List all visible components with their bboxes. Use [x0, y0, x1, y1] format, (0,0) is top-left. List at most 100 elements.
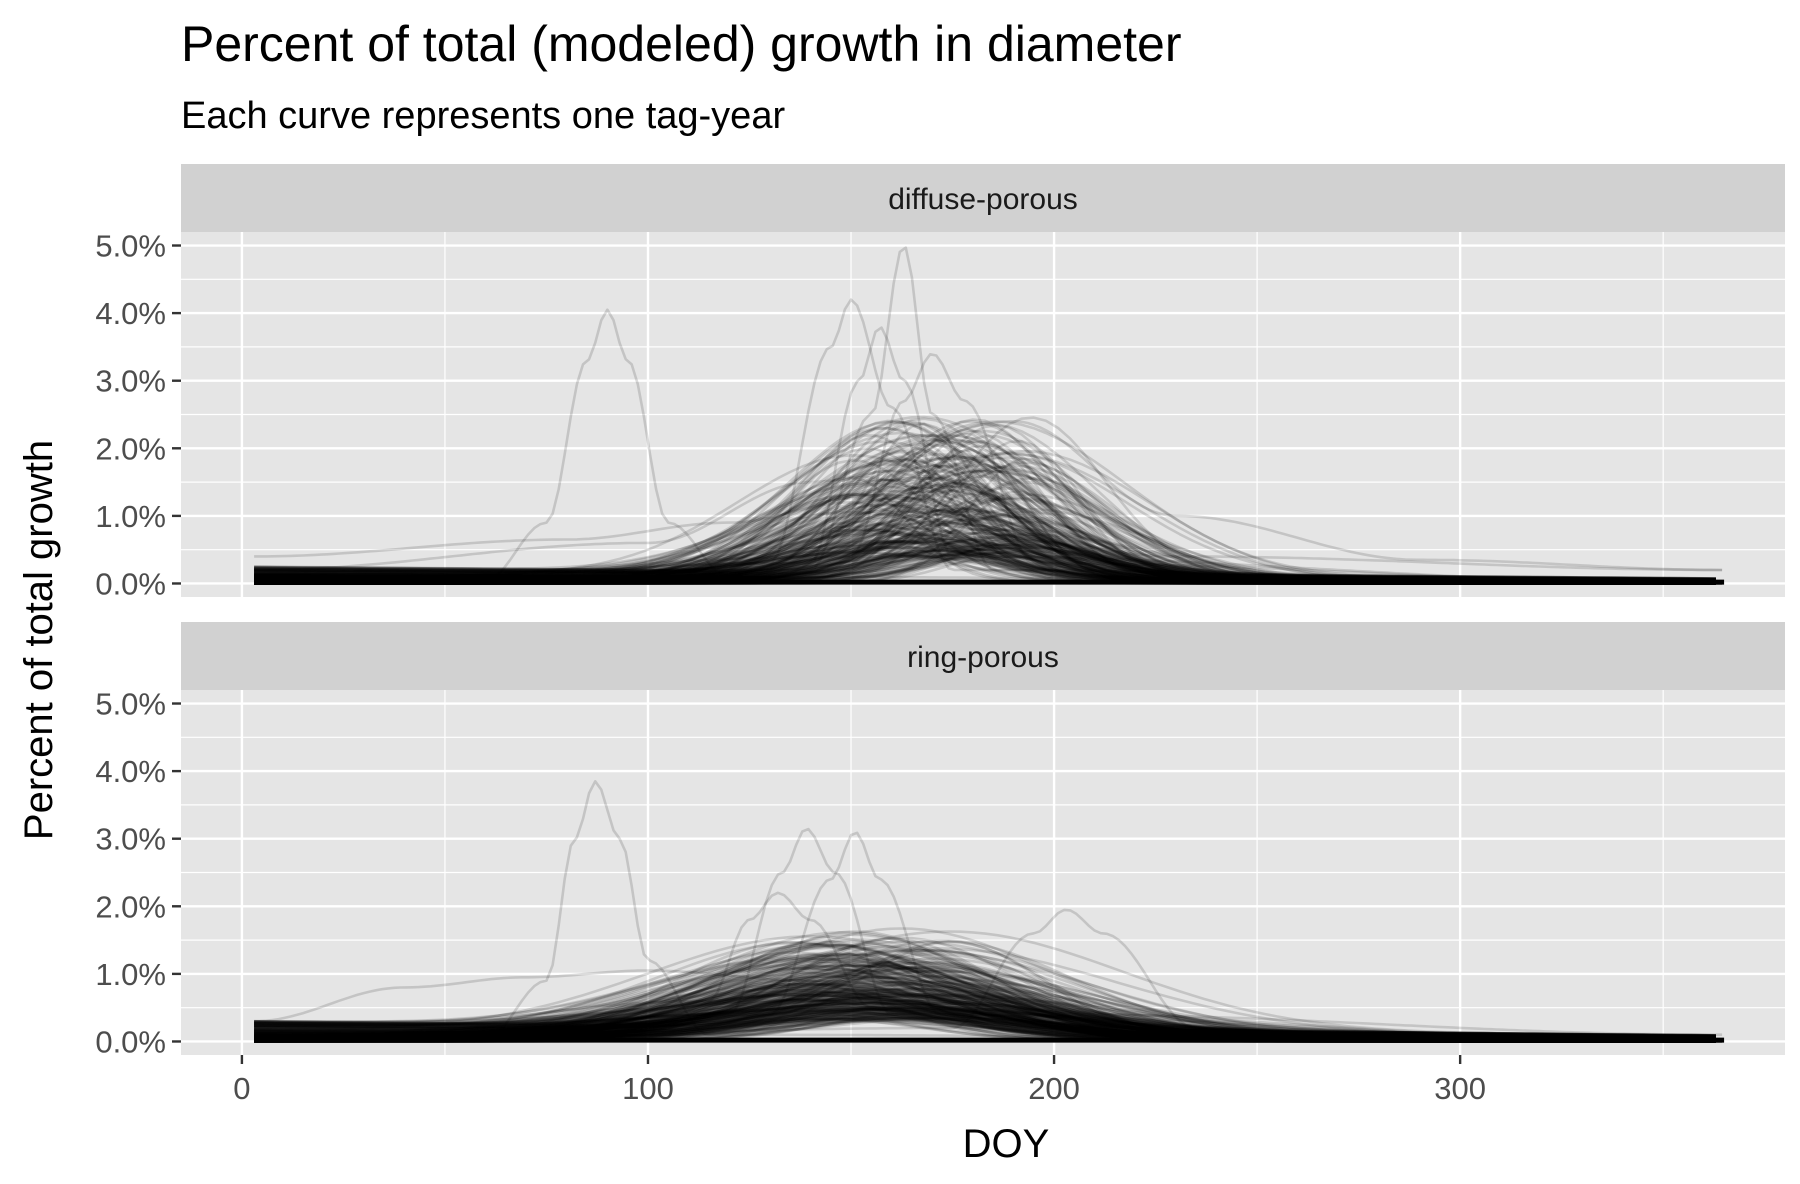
growth-curve: [254, 455, 1716, 582]
growth-curve: [254, 935, 1717, 1040]
growth-curve: [254, 980, 1716, 1040]
growth-curve: [254, 485, 1716, 581]
growth-curve: [254, 1002, 1717, 1038]
growth-curve: [254, 990, 1717, 1039]
growth-curve-outlier: [254, 908, 1723, 1043]
growth-curve: [254, 461, 1717, 580]
growth-curve: [254, 507, 1717, 581]
x-tick-label: 300: [1434, 1071, 1486, 1106]
growth-curve: [254, 1005, 1716, 1039]
growth-curve: [254, 966, 1717, 1040]
growth-curve: [254, 1006, 1716, 1040]
growth-curve-outlier: [254, 831, 1723, 1043]
x-axis-title: DOY: [963, 1122, 1050, 1166]
growth-curve: [254, 478, 1717, 580]
chart-subtitle: Each curve represents one tag-year: [181, 95, 785, 137]
growth-curve: [254, 960, 1717, 1039]
growth-curve: [254, 942, 1717, 1038]
growth-curve: [254, 988, 1716, 1040]
growth-curve: [254, 475, 1717, 582]
growth-curve: [254, 1005, 1717, 1038]
y-tick-label: 3.0%: [95, 822, 166, 857]
growth-curve: [254, 532, 1717, 582]
growth-curve: [254, 998, 1717, 1040]
growth-curve: [254, 980, 1717, 1038]
growth-curve: [254, 986, 1717, 1039]
growth-curve: [254, 927, 1717, 1037]
growth-curve: [254, 964, 1717, 1038]
growth-curve: [254, 1007, 1717, 1038]
growth-curve: [254, 533, 1717, 581]
y-axis-title: Percent of total growth: [17, 440, 61, 840]
growth-curve: [254, 1002, 1717, 1038]
growth-curve: [254, 1002, 1717, 1037]
growth-curve: [254, 415, 1717, 582]
growth-curve: [254, 539, 1717, 581]
growth-curve-outlier: [254, 298, 1723, 585]
growth-curve: [254, 431, 1716, 582]
growth-curve: [254, 964, 1717, 1037]
growth-curve: [254, 416, 1717, 582]
growth-curve: [254, 546, 1717, 581]
growth-curve: [254, 520, 1717, 581]
growth-curve: [254, 507, 1717, 582]
growth-curve: [254, 420, 1716, 582]
growth-curve: [254, 429, 1717, 582]
growth-curve: [254, 992, 1717, 1038]
growth-curve: [254, 440, 1716, 582]
growth-curve: [254, 451, 1717, 581]
growth-curve: [254, 484, 1717, 582]
growth-curve: [254, 941, 1717, 1039]
growth-curve: [254, 954, 1717, 1038]
growth-curve: [254, 434, 1717, 581]
growth-curve: [254, 930, 1717, 1038]
growth-curve: [254, 998, 1717, 1039]
growth-curve: [254, 947, 1717, 1039]
growth-curve: [254, 938, 1717, 1040]
y-tick-label: 1.0%: [95, 499, 166, 534]
growth-curve: [254, 980, 1717, 1038]
growth-curve: [254, 462, 1717, 582]
growth-curve-outlier: [254, 969, 1723, 1036]
growth-curve: [254, 940, 1717, 1038]
growth-curve: [254, 1004, 1717, 1039]
growth-curve: [254, 1005, 1717, 1039]
growth-curve-outlier: [254, 353, 1723, 585]
growth-curve: [254, 948, 1717, 1040]
growth-curve: [254, 931, 1716, 1040]
facet-ring-porous: ring-porous 0.0% 1.0% 2.0% 3.0% 4.0% 5.0%: [95, 622, 1785, 1059]
growth-curve: [254, 457, 1716, 581]
growth-curve: [254, 991, 1717, 1037]
growth-curve: [254, 1007, 1717, 1038]
gridlines-diffuse-porous: [181, 232, 1785, 597]
x-tick-label: 0: [233, 1071, 250, 1106]
growth-curve: [254, 968, 1717, 1038]
growth-curve: [254, 1002, 1717, 1038]
growth-curve: [254, 533, 1716, 582]
growth-curve: [254, 517, 1717, 582]
growth-curve: [254, 1010, 1717, 1040]
growth-curve: [254, 964, 1717, 1040]
y-axis-diffuse-porous: 0.0% 1.0% 2.0% 3.0% 4.0% 5.0%: [95, 229, 181, 601]
growth-curve: [254, 961, 1717, 1039]
growth-curve: [254, 535, 1717, 581]
y-tick-label: 0.0%: [95, 566, 166, 601]
facet-strip-ring-porous: [181, 622, 1785, 690]
growth-curve: [254, 496, 1716, 582]
growth-curve-outlier: [254, 308, 1723, 585]
growth-curve: [254, 930, 1717, 1039]
growth-curve: [254, 420, 1717, 580]
facet-strip-diffuse-porous: [181, 164, 1785, 232]
growth-curve: [254, 1008, 1716, 1040]
growth-curve: [254, 987, 1717, 1038]
facet-diffuse-porous: diffuse-porous 0.0% 1.0% 2.0% 3.0% 4.0% 5.0%: [95, 164, 1785, 601]
curves-ring-porous: [254, 780, 1725, 1043]
growth-curve: [254, 469, 1716, 582]
growth-curve: [254, 980, 1717, 1038]
growth-curve: [254, 434, 1717, 580]
growth-curve: [254, 1007, 1717, 1040]
growth-curve: [254, 1011, 1717, 1039]
growth-curve: [254, 994, 1717, 1039]
curves-diffuse-porous: [254, 246, 1725, 585]
